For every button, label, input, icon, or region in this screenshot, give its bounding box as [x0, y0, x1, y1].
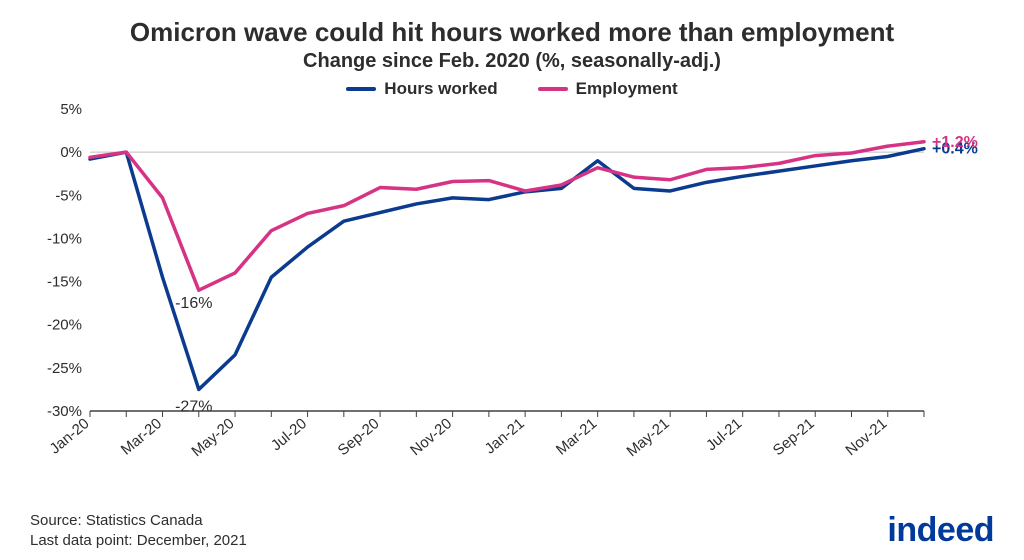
plot-svg: 5% 0% -5% -10% -15% -20% -25% -30% Jan-20 Mar-20…	[30, 101, 994, 481]
svg-text:+1.2%: +1.2%	[932, 134, 978, 151]
x-axis: Jan-20 Mar-20 May-20 Jul-20 Sep-20 Nov-20 Jan-…	[47, 411, 924, 460]
svg-text:-5%: -5%	[55, 187, 82, 204]
legend-label-hours: Hours worked	[384, 79, 497, 99]
svg-text:-15%: -15%	[47, 273, 82, 290]
svg-text:-10%: -10%	[47, 230, 82, 247]
svg-text:Jan-20: Jan-20	[47, 415, 93, 458]
y-axis: 5% 0% -5% -10% -15% -20% -25% -30%	[47, 101, 924, 420]
svg-text:-20%: -20%	[47, 317, 82, 334]
svg-text:Jul-20: Jul-20	[268, 415, 310, 454]
legend-item-hours: Hours worked	[346, 79, 497, 99]
svg-text:0%: 0%	[60, 144, 82, 161]
svg-text:Nov-21: Nov-21	[842, 415, 890, 459]
svg-text:Jan-21: Jan-21	[482, 415, 528, 458]
svg-text:-16%: -16%	[175, 295, 212, 312]
plot-area: 5% 0% -5% -10% -15% -20% -25% -30% Jan-20 Mar-20…	[30, 101, 994, 481]
line-series	[90, 142, 924, 390]
legend-label-employment: Employment	[576, 79, 678, 99]
footer: Source: Statistics Canada Last data poin…	[30, 511, 994, 550]
svg-text:Mar-21: Mar-21	[553, 415, 600, 459]
svg-text:Jul-21: Jul-21	[703, 415, 745, 454]
chart-subtitle: Change since Feb. 2020 (%, seasonally-ad…	[30, 50, 994, 73]
svg-text:5%: 5%	[60, 101, 82, 118]
svg-text:Mar-20: Mar-20	[118, 415, 165, 459]
source-line-2: Last data point: December, 2021	[30, 531, 247, 551]
svg-text:May-21: May-21	[623, 415, 672, 460]
svg-text:Nov-20: Nov-20	[407, 415, 455, 459]
svg-text:Sep-21: Sep-21	[770, 415, 818, 459]
svg-text:-25%: -25%	[47, 360, 82, 377]
svg-text:May-20: May-20	[188, 415, 237, 460]
svg-text:Sep-20: Sep-20	[335, 415, 383, 459]
svg-text:-30%: -30%	[47, 403, 82, 420]
source-line-1: Source: Statistics Canada	[30, 511, 247, 531]
source-text: Source: Statistics Canada Last data poin…	[30, 511, 247, 550]
chart-container: Omicron wave could hit hours worked more…	[0, 0, 1024, 560]
legend: Hours worked Employment	[30, 79, 994, 99]
indeed-logo: indeed	[887, 511, 994, 550]
legend-item-employment: Employment	[538, 79, 678, 99]
legend-swatch-hours	[346, 87, 376, 91]
svg-text:-27%: -27%	[175, 398, 212, 415]
legend-swatch-employment	[538, 87, 568, 91]
chart-title: Omicron wave could hit hours worked more…	[30, 18, 994, 48]
